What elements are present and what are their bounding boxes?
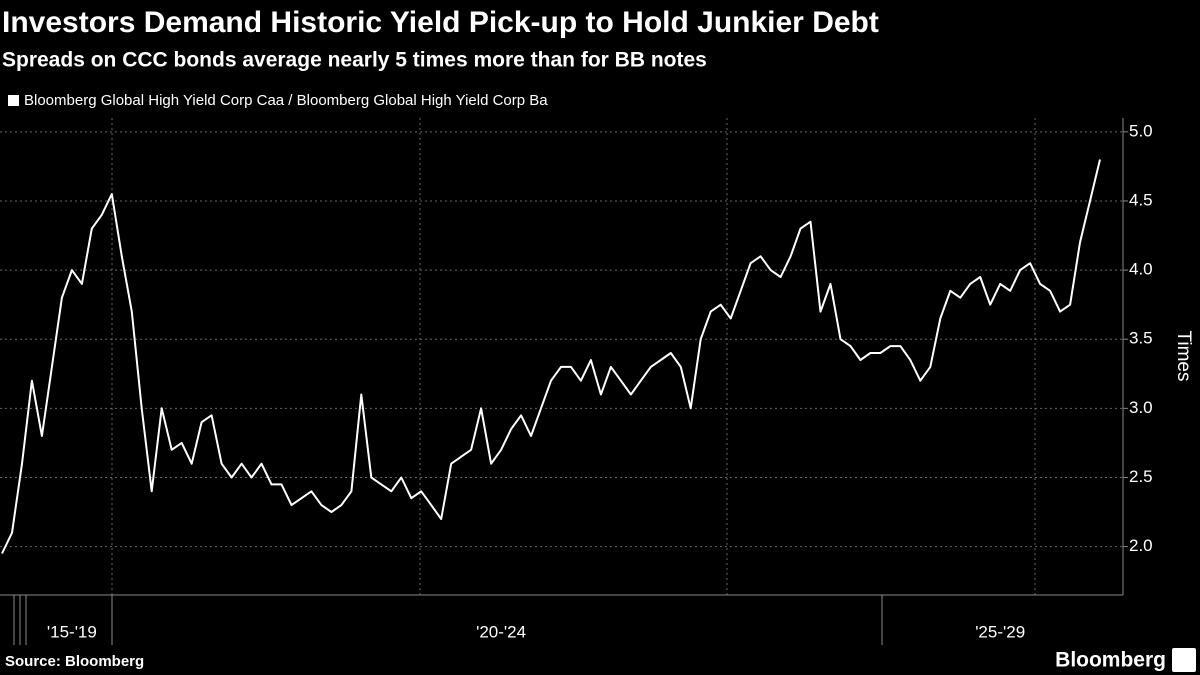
y-tick-label: 2.0 bbox=[1129, 536, 1153, 555]
y-tick-label: 3.0 bbox=[1129, 398, 1153, 417]
line bbox=[1, 159, 1101, 554]
y-tick-label: 5.0 bbox=[1129, 121, 1153, 140]
legend-swatch bbox=[8, 95, 19, 106]
x-tick-label: '25-'29 bbox=[975, 622, 1025, 641]
y-tick-label: 3.5 bbox=[1129, 329, 1153, 348]
legend-label: Bloomberg Global High Yield Corp Caa / B… bbox=[24, 92, 548, 109]
y-tick-label: 2.5 bbox=[1129, 467, 1153, 486]
x-tick-label: '15-'19 bbox=[47, 622, 97, 641]
brand-icon bbox=[1172, 648, 1196, 672]
y-tick-label: 4.5 bbox=[1129, 190, 1153, 209]
y-tick-label: 4.0 bbox=[1129, 260, 1153, 279]
x-tick-label: '20-'24 bbox=[476, 622, 526, 641]
y-axis-label: Times bbox=[1173, 330, 1194, 381]
brand: Bloomberg bbox=[1055, 649, 1166, 672]
chart-title: Investors Demand Historic Yield Pick-up … bbox=[2, 6, 879, 39]
source: Source: Bloomberg bbox=[5, 653, 144, 670]
chart-subtitle: Spreads on CCC bonds average nearly 5 ti… bbox=[2, 49, 707, 72]
